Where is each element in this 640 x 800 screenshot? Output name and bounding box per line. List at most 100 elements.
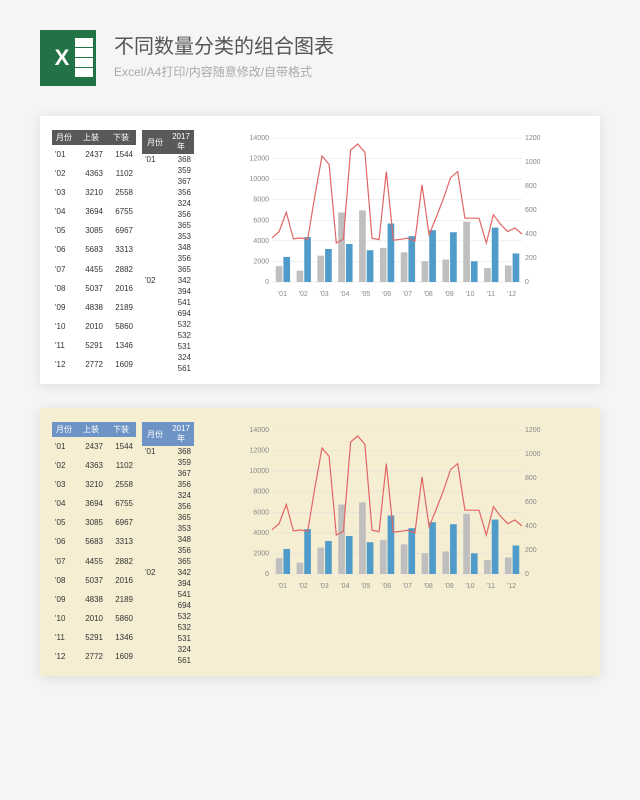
svg-text:12000: 12000	[250, 448, 270, 455]
svg-text:4000: 4000	[253, 530, 269, 537]
table-row: 353	[142, 523, 194, 534]
col-header: 月份	[52, 130, 76, 145]
svg-text:'09: '09	[445, 291, 454, 298]
col-header: 2017年	[168, 422, 194, 446]
table-row: 324	[142, 644, 194, 655]
table-row: '0436946755	[52, 494, 136, 513]
svg-text:'01: '01	[278, 583, 287, 590]
table-row: 348	[142, 242, 194, 253]
table-row: 356	[142, 187, 194, 198]
svg-text:10000: 10000	[250, 468, 270, 475]
svg-text:'08: '08	[424, 291, 433, 298]
data-table-1-b: 月份上装下装'0124371544'0243631102'0332102558'…	[52, 422, 136, 666]
svg-text:800: 800	[525, 475, 537, 482]
table-row: '01368	[142, 446, 194, 457]
svg-text:800: 800	[525, 183, 537, 190]
svg-text:'12: '12	[507, 583, 516, 590]
col-header: 月份	[142, 130, 168, 154]
table-row: '0243631102	[52, 164, 136, 183]
table-row: '1020105860	[52, 609, 136, 628]
svg-text:200: 200	[525, 255, 537, 262]
svg-text:6000: 6000	[253, 509, 269, 516]
col-header: 下装	[106, 422, 136, 437]
table-row: '0850372016	[52, 279, 136, 298]
svg-text:8000: 8000	[253, 489, 269, 496]
table-row: 324	[142, 352, 194, 363]
svg-text:12000: 12000	[250, 156, 270, 163]
svg-text:14000: 14000	[250, 135, 270, 142]
col-header: 月份	[142, 422, 168, 446]
svg-text:0: 0	[525, 279, 529, 286]
col-header: 下装	[106, 130, 136, 145]
svg-text:14000: 14000	[250, 427, 270, 434]
svg-text:'03: '03	[320, 583, 329, 590]
table-row: '1152911346	[52, 628, 136, 647]
svg-text:1200: 1200	[525, 135, 541, 142]
table-row: 324	[142, 198, 194, 209]
svg-text:10000: 10000	[250, 176, 270, 183]
table-row: 531	[142, 633, 194, 644]
table-row: '1227721609	[52, 355, 136, 374]
svg-text:0: 0	[265, 571, 269, 578]
table-row: 356	[142, 253, 194, 264]
table-row: '0332102558	[52, 183, 136, 202]
table-row: '0124371544	[52, 145, 136, 164]
svg-text:'04: '04	[340, 583, 349, 590]
table-row: '1152911346	[52, 336, 136, 355]
svg-text:'09: '09	[445, 583, 454, 590]
table-row: '0332102558	[52, 475, 136, 494]
svg-text:400: 400	[525, 523, 537, 530]
table-row: 394	[142, 578, 194, 589]
table-row: 365	[142, 264, 194, 275]
table-row: 367	[142, 468, 194, 479]
table-row: 359	[142, 165, 194, 176]
title-block: 不同数量分类的组合图表 Excel/A4打印/内容随意修改/自带格式	[114, 30, 600, 80]
table-row: 353	[142, 231, 194, 242]
preview-panel-beige: 月份上装下装'0124371544'0243631102'0332102558'…	[40, 408, 600, 676]
table-row: '0124371544	[52, 437, 136, 456]
table-row: 532	[142, 622, 194, 633]
svg-text:'05: '05	[361, 291, 370, 298]
svg-text:0: 0	[265, 279, 269, 286]
table-row: 561	[142, 655, 194, 666]
svg-text:2000: 2000	[253, 550, 269, 557]
excel-icon: X	[40, 30, 96, 86]
table-row: '0656833313	[52, 532, 136, 551]
table-row: 348	[142, 534, 194, 545]
table-row: 356	[142, 209, 194, 220]
table-row: 365	[142, 220, 194, 231]
table-row: 359	[142, 457, 194, 468]
table-row: 356	[142, 501, 194, 512]
svg-text:6000: 6000	[253, 217, 269, 224]
svg-text:'07: '07	[403, 583, 412, 590]
svg-text:'02: '02	[299, 583, 308, 590]
table-row: '0436946755	[52, 202, 136, 221]
data-table-2: 月份2017年'01368359367356324356365353348356…	[142, 130, 194, 374]
table-row: '0948382189	[52, 590, 136, 609]
svg-text:'07: '07	[403, 291, 412, 298]
combo-chart: 0200040006000800010000120001400002004006…	[204, 130, 588, 300]
table-row: 694	[142, 308, 194, 319]
table-row: '0744552882	[52, 259, 136, 278]
svg-text:1000: 1000	[525, 159, 541, 166]
svg-text:400: 400	[525, 231, 537, 238]
table-row: '0850372016	[52, 571, 136, 590]
table-row: 365	[142, 556, 194, 567]
page-header: X 不同数量分类的组合图表 Excel/A4打印/内容随意修改/自带格式	[40, 30, 600, 86]
table-row: '0243631102	[52, 456, 136, 475]
svg-text:8000: 8000	[253, 197, 269, 204]
table-row: '02342	[142, 275, 194, 286]
table-row: 394	[142, 286, 194, 297]
svg-text:2000: 2000	[253, 258, 269, 265]
table-row: '1227721609	[52, 647, 136, 666]
data-table-1: 月份上装下装'0124371544'0243631102'0332102558'…	[52, 130, 136, 374]
data-table-2-b: 月份2017年'01368359367356324356365353348356…	[142, 422, 194, 666]
svg-text:'02: '02	[299, 291, 308, 298]
svg-text:'06: '06	[382, 291, 391, 298]
table-row: '1020105860	[52, 317, 136, 336]
svg-text:'04: '04	[340, 291, 349, 298]
col-header: 2017年	[168, 130, 194, 154]
svg-text:'06: '06	[382, 583, 391, 590]
table-row: 561	[142, 363, 194, 374]
svg-text:200: 200	[525, 547, 537, 554]
